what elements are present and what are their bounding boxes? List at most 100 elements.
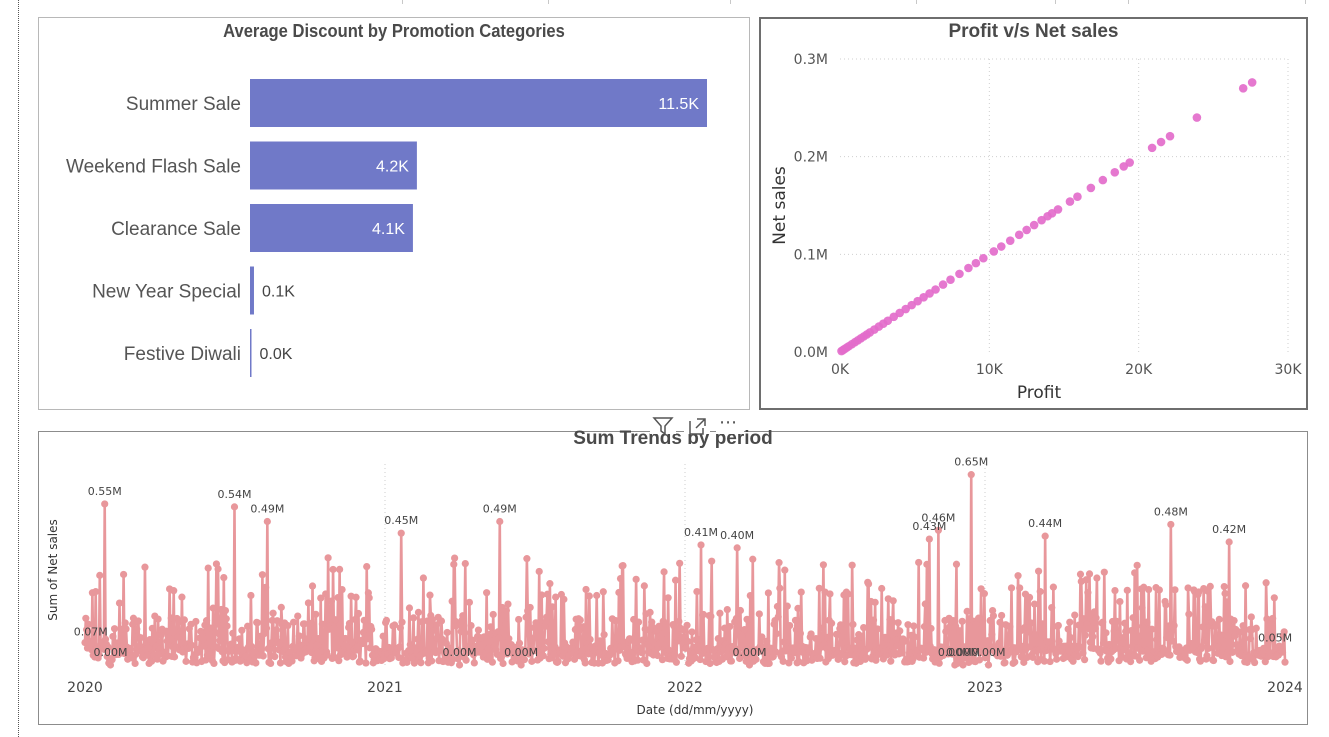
data-point: [662, 620, 670, 629]
data-point: [539, 652, 547, 660]
data-point: [396, 624, 404, 632]
data-point: [131, 659, 139, 668]
data-point: [1113, 617, 1121, 626]
data-point: [586, 635, 594, 644]
data-point: [581, 659, 589, 667]
data-point: [349, 652, 358, 660]
data-point: [517, 661, 525, 669]
data-point: [684, 637, 692, 645]
data-point: [247, 591, 255, 600]
data-point: [1054, 621, 1062, 630]
data-point: [927, 624, 935, 633]
data-point: [871, 598, 879, 606]
data-point: [869, 616, 878, 624]
data-point: [781, 566, 789, 574]
data-point: [1131, 569, 1139, 577]
data-point: [379, 632, 387, 640]
x-tick-label: 2024: [1267, 680, 1303, 696]
data-point: [676, 559, 684, 567]
data-point: [180, 616, 188, 624]
data-point: [531, 633, 539, 641]
data-point: [1026, 642, 1034, 651]
data-point: [1209, 656, 1218, 665]
category-label: Weekend Flash Sale: [66, 157, 241, 178]
data-point: [683, 621, 691, 629]
data-point: [1004, 635, 1012, 643]
data-point: [267, 639, 276, 647]
more-options-icon[interactable]: ⋯: [719, 412, 738, 433]
data-point: [448, 597, 456, 605]
data-point: [841, 658, 849, 666]
data-point: [576, 616, 584, 624]
data-point: [428, 616, 437, 624]
data-point: [783, 602, 791, 610]
data-point: [741, 645, 749, 654]
data-point: [269, 609, 277, 617]
data-point: [133, 625, 141, 633]
data-point: [740, 626, 749, 634]
focus-mode-icon[interactable]: [686, 416, 708, 436]
data-point: [1166, 651, 1174, 659]
data-point: [117, 635, 125, 643]
data-point: [82, 614, 90, 622]
data-point: [209, 604, 217, 612]
data-point: [253, 619, 262, 627]
data-point: [776, 584, 784, 592]
data-point: [387, 654, 395, 662]
data-label: 0.43M: [912, 520, 946, 533]
data-point: [1246, 634, 1255, 643]
data-point: [487, 623, 495, 631]
data-point: [329, 565, 337, 574]
data-point: [708, 557, 716, 565]
data-point: [696, 655, 704, 664]
data-point: [1031, 631, 1039, 639]
data-point: [277, 603, 285, 611]
data-point: [95, 651, 103, 659]
data-label: 0.05M: [1258, 631, 1292, 644]
data-point: [257, 645, 266, 653]
data-point: [1234, 644, 1242, 652]
data-point: [569, 638, 577, 646]
data-point: [314, 635, 322, 643]
data-point: [706, 659, 714, 668]
data-point: [1048, 603, 1056, 612]
data-point: [108, 656, 116, 664]
scatter-point: [1156, 137, 1166, 147]
data-point: [613, 634, 621, 642]
data-point: [359, 639, 367, 648]
data-point: [1025, 628, 1033, 636]
data-point: [616, 574, 625, 583]
scatter-point: [964, 263, 973, 273]
data-point: [1184, 584, 1192, 592]
data-point: [786, 621, 794, 630]
data-point: [397, 529, 405, 537]
scatter-point: [1029, 220, 1039, 230]
data-point: [1168, 637, 1177, 645]
data-point: [828, 619, 836, 627]
data-point: [417, 659, 425, 667]
data-point: [271, 653, 279, 661]
data-point: [791, 616, 800, 624]
data-point: [192, 617, 200, 626]
x-tick-label: 10K: [976, 362, 1004, 378]
promotion-discount-bar-chart[interactable]: Average Discount by Promotion Categories…: [38, 17, 750, 410]
data-point: [363, 562, 371, 571]
filter-icon[interactable]: [652, 416, 674, 436]
data-point: [1097, 657, 1105, 665]
data-point: [174, 633, 182, 641]
category-label: Festive Diwali: [124, 344, 241, 365]
data-point: [351, 615, 359, 624]
data-point: [494, 628, 502, 636]
data-point: [460, 629, 469, 637]
data-point: [1217, 631, 1225, 639]
data-point: [1100, 568, 1108, 576]
data-point: [414, 608, 423, 616]
sum-trends-line-chart[interactable]: Sum Trends by period 2020 2021 2022 2023 202…: [38, 428, 1308, 725]
data-point: [959, 661, 967, 669]
data-point: [1126, 658, 1135, 666]
profit-net-sales-scatter-chart[interactable]: Profit v/s Net sales 0K 10K 20K 30K 0.0M 0.1M…: [759, 17, 1308, 410]
data-point: [267, 659, 275, 668]
data-point: [223, 622, 231, 630]
data-point: [619, 561, 627, 570]
data-label: 0.00M: [504, 646, 538, 659]
